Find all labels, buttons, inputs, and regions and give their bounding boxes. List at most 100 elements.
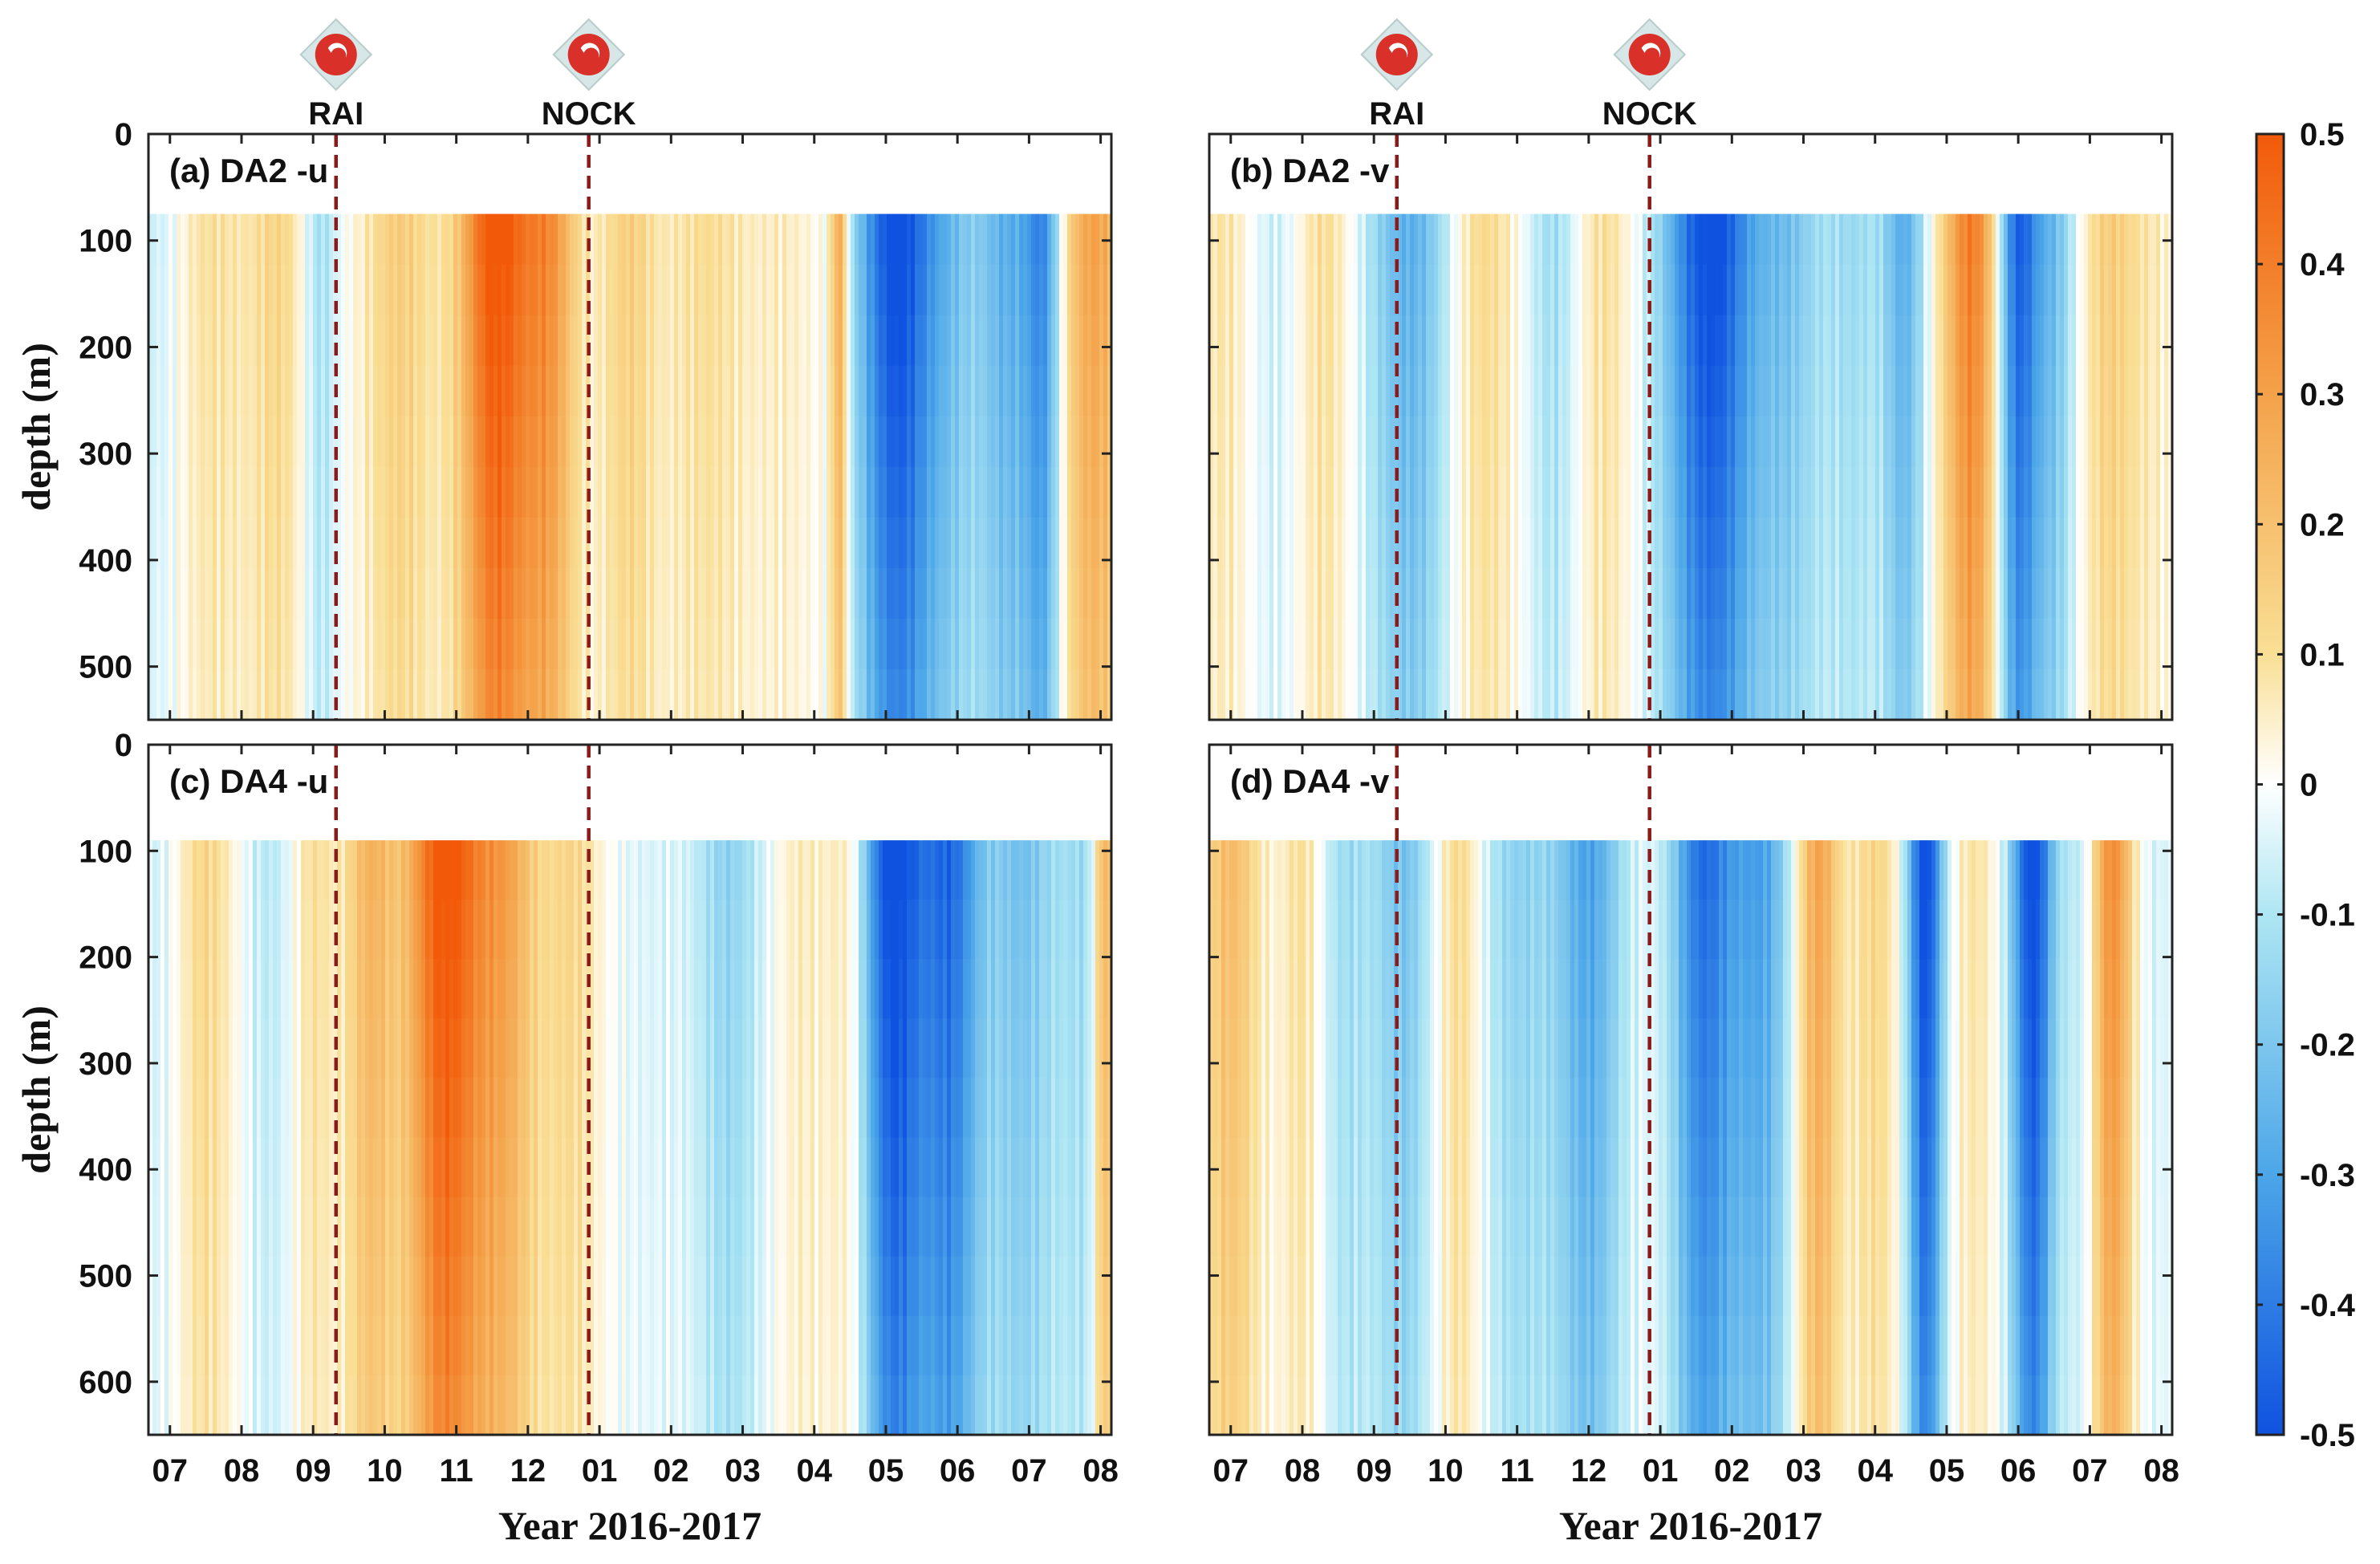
heatmap-cell [1330,365,1334,417]
heatmap-cell [1827,315,1832,367]
heatmap-cell [1346,668,1350,720]
heatmap-cell [650,416,655,468]
heatmap-cell [1103,618,1108,670]
heatmap-cell [1667,365,1671,417]
heatmap-cell [281,618,286,670]
heatmap-cell [534,466,538,518]
heatmap-cell [718,668,723,720]
heatmap-cell [2128,416,2133,468]
heatmap-cell [923,618,928,670]
heatmap-cell [1221,264,1226,316]
heatmap-cell [1911,365,1916,417]
heatmap-cell [951,365,956,417]
heatmap-cell [1338,618,1342,670]
heatmap-cell [417,668,422,720]
heatmap-cell [951,315,956,367]
heatmap-cell [1474,618,1479,670]
heatmap-cell [160,1078,165,1139]
heatmap-cell [1659,567,1663,620]
heatmap-cell [698,416,703,468]
heatmap-cell [1366,264,1371,316]
heatmap-cell [1095,264,1100,316]
heatmap-cell [1314,315,1318,367]
heatmap-cell [1799,416,1804,468]
heatmap-cell [301,466,306,518]
heatmap-cell [377,618,382,670]
heatmap-cell [931,517,936,569]
heatmap-cell [365,668,370,720]
heatmap-cell [1795,315,1800,367]
heatmap-cell [181,213,185,266]
heatmap-cell [317,213,322,266]
heatmap-cell [1249,264,1254,316]
heatmap-cell [1366,416,1371,468]
heatmap-cell [401,416,406,468]
heatmap-cell [349,517,354,569]
heatmap-cell [542,315,546,367]
heatmap-cell [1996,416,2000,468]
heatmap-cell [722,517,727,569]
heatmap-cell [698,517,703,569]
heatmap-cell [734,213,739,266]
heatmap-cell [851,567,855,620]
heatmap-cell [1221,466,1226,518]
heatmap-cell [883,264,887,316]
heatmap-cell [1027,618,1032,670]
heatmap-cell [373,517,378,569]
heatmap-cell [433,517,438,569]
heatmap-cell [1614,315,1619,367]
heatmap-cell [1763,618,1768,670]
heatmap-cell [169,1315,173,1376]
heatmap-cell [321,466,326,518]
heatmap-cell [425,264,430,316]
heatmap-cell [401,618,406,670]
heatmap-cell [1306,365,1310,417]
heatmap-cell [999,416,1004,468]
heatmap-cell [1225,618,1230,670]
heatmap-cell [1079,264,1084,316]
heatmap-cell [810,264,815,316]
heatmap-cell [1277,264,1282,316]
heatmap-cell [678,517,683,569]
heatmap-cell [1715,517,1720,569]
heatmap-cell [393,416,398,468]
heatmap-cell [1486,365,1491,417]
heatmap-cell [1542,416,1547,468]
heatmap-cell [1759,315,1764,367]
heatmap-cell [1598,668,1603,720]
heatmap-cell [1482,315,1487,367]
heatmap-cell [1209,416,1214,468]
heatmap-cell [798,264,803,316]
heatmap-cell [1486,264,1491,316]
heatmap-cell [859,517,863,569]
heatmap-cell [1398,567,1403,620]
heatmap-cell [2028,365,2033,417]
heatmap-cell [393,618,398,670]
heatmap-cell [903,213,908,266]
heatmap-cell [810,618,815,670]
heatmap-cell [1739,416,1744,468]
heatmap-cell [365,416,370,468]
heatmap-cell [2008,517,2012,569]
heatmap-cell [2028,466,2033,518]
heatmap-cell [1550,618,1555,670]
heatmap-cell [193,517,197,569]
heatmap-cell [2164,668,2169,720]
heatmap-cell [1783,264,1788,316]
heatmap-cell [345,517,350,569]
heatmap-cell [774,567,779,620]
heatmap-cell [1747,517,1752,569]
heatmap-cell [506,618,510,670]
heatmap-cell [678,567,683,620]
heatmap-cell [377,668,382,720]
heatmap-cell [1306,416,1310,468]
heatmap-cell [1743,567,1748,620]
heatmap-cell [967,213,972,266]
heatmap-cell [249,517,254,569]
heatmap-cell [1370,264,1375,316]
heatmap-cell [213,264,217,316]
heatmap-cell [1486,315,1491,367]
heatmap-cell [750,668,755,720]
heatmap-cell [1779,466,1784,518]
heatmap-cell [453,466,458,518]
